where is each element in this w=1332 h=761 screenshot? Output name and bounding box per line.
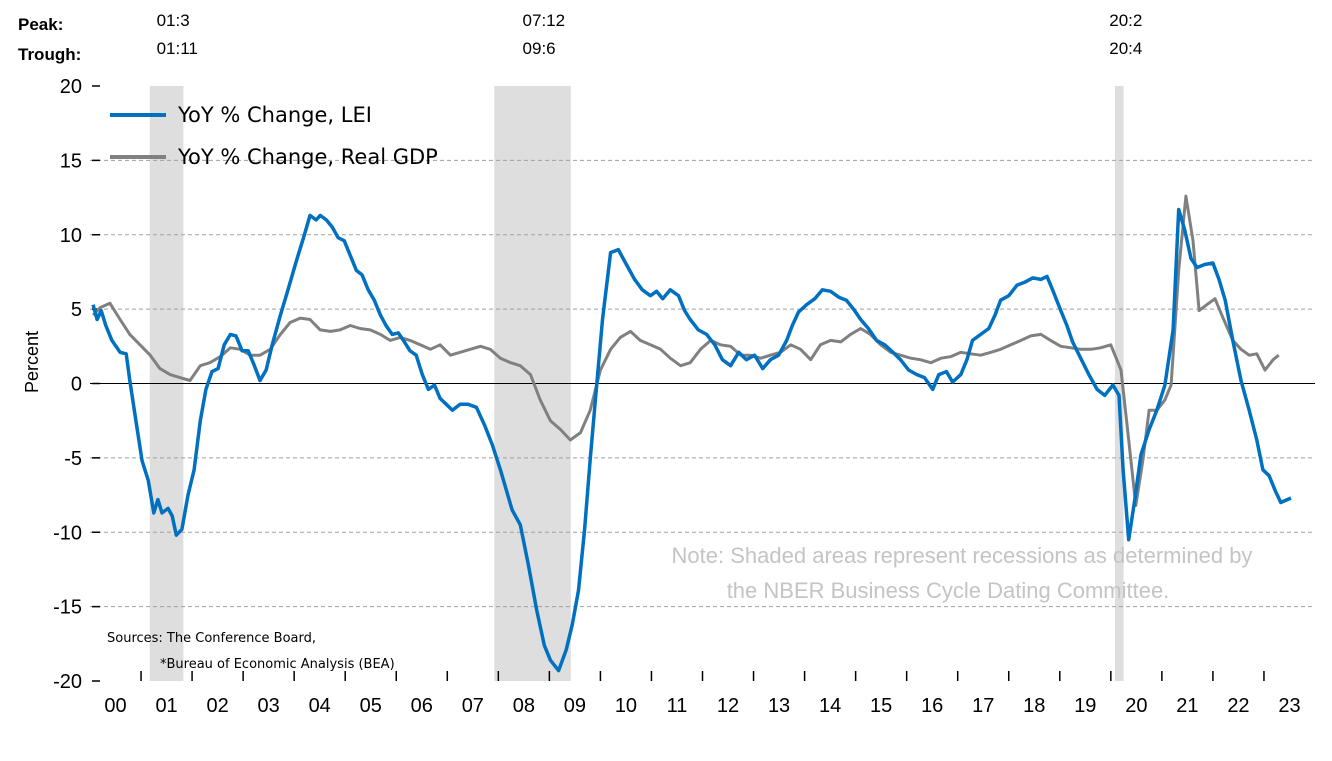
x-tick-label: 05	[360, 695, 382, 717]
x-axis: 00 01 02 03 04 05 06 07 08 09 10 11 12 13 14 15 16 17 18 19…	[104, 671, 1301, 717]
x-tick-label: 01	[155, 695, 177, 717]
recession-peak-date: 20:2	[1109, 11, 1142, 30]
recession-trough-date: 01:11	[157, 39, 198, 58]
x-tick-label: 06	[411, 695, 433, 717]
legend: YoY % Change, LEI YoY % Change, Real GDP	[110, 103, 438, 169]
y-tick-label: 15	[60, 150, 82, 172]
legend-label-lei: YoY % Change, LEI	[177, 103, 372, 127]
x-tick-label: 23	[1278, 695, 1300, 717]
lei-line	[91, 207, 1292, 673]
note-line-2: the NBER Business Cycle Dating Committee…	[727, 578, 1170, 603]
x-tick-label: 02	[206, 695, 228, 717]
note-line-1: Note: Shaded areas represent recessions …	[672, 543, 1253, 568]
y-axis-label: Percent	[22, 331, 42, 393]
y-tick-label: -20	[53, 671, 82, 693]
x-tick-label: 22	[1227, 695, 1249, 717]
x-tick-label: 00	[104, 695, 126, 717]
series-lines	[91, 194, 1292, 673]
recession-peak-date: 07:12	[523, 11, 566, 30]
x-tick-label: 21	[1176, 695, 1198, 717]
y-tick-label: -10	[53, 522, 82, 544]
x-tick-label: 14	[819, 695, 841, 717]
x-tick-label: 04	[309, 695, 331, 717]
y-tick-label: -5	[64, 448, 82, 470]
x-tick-label: 11	[667, 695, 688, 717]
sources-line-1: Sources: The Conference Board,	[107, 631, 316, 646]
recession-dates: 01:3 01:11 07:12 09:6 20:2 20:4	[157, 11, 1143, 58]
x-tick-label: 03	[258, 695, 280, 717]
x-tick-label: 17	[972, 695, 994, 717]
x-tick-label: 16	[921, 695, 943, 717]
x-tick-label: 13	[768, 695, 790, 717]
legend-label-gdp: YoY % Change, Real GDP	[177, 145, 438, 169]
peak-header: Peak:	[18, 15, 63, 34]
y-axis: 20 15 10 5 0 -5 -10 -15 -20	[53, 76, 100, 693]
recession-peak-date: 01:3	[157, 11, 190, 30]
x-tick-label: 10	[615, 695, 637, 717]
recession-trough-date: 20:4	[1109, 39, 1142, 58]
sources-line-2: *Bureau of Economic Analysis (BEA)	[160, 657, 395, 672]
y-tick-label: 5	[71, 299, 82, 321]
x-tick-label: 08	[513, 695, 535, 717]
gridlines	[90, 159, 1315, 608]
x-tick-label: 07	[462, 695, 484, 717]
y-tick-label: 10	[60, 225, 82, 247]
y-tick-label: 20	[60, 76, 82, 98]
x-tick-label: 15	[870, 695, 892, 717]
y-tick-label: 0	[71, 374, 82, 396]
y-tick-label: -15	[53, 597, 82, 619]
recession-trough-date: 09:6	[523, 39, 556, 58]
x-tick-label: 19	[1074, 695, 1096, 717]
x-tick-label: 09	[564, 695, 586, 717]
trough-header: Trough:	[18, 45, 81, 64]
x-tick-label: 20	[1125, 695, 1147, 717]
x-tick-label: 12	[717, 695, 739, 717]
x-tick-label: 18	[1023, 695, 1045, 717]
